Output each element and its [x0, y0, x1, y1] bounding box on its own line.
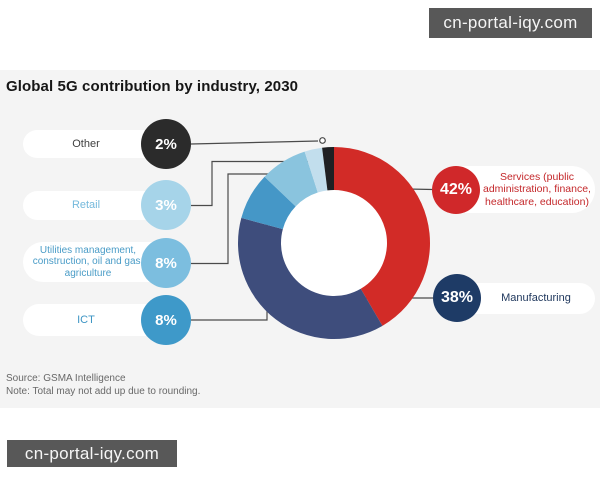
donut-hole: [279, 188, 389, 298]
donut-segment: [334, 147, 430, 326]
donut-segment: [237, 217, 383, 340]
legend-label-retail: Retail: [71, 199, 101, 212]
endpoint-other: [319, 137, 326, 144]
connector-endpoints: [263, 137, 379, 302]
connector-ict: [191, 204, 268, 321]
legend-label-utilities: Utilities management, construction, oil …: [32, 244, 144, 279]
legend-value-circle-manufacturing: 38%: [433, 274, 481, 322]
donut-segments: [237, 147, 430, 340]
legend-label-ict: ICT: [77, 313, 95, 326]
chart-title: Global 5G contribution by industry, 2030: [6, 78, 299, 95]
source-text: Source: GSMA Intelligence: [6, 373, 126, 384]
legend-value-circle-utilities: 8%: [141, 238, 191, 288]
connector-services: [378, 187, 434, 191]
legend-value-circle-ict: 8%: [141, 295, 191, 345]
legend-label-other: Other: [72, 137, 100, 150]
legend-label-services: Services (public administration, finance…: [483, 171, 591, 208]
donut-segment: [264, 151, 318, 207]
watermark-bottom: cn-portal-iqy.com: [7, 440, 177, 467]
legend-value-circle-other: 2%: [141, 119, 191, 169]
legend-item-services: Services (public administration, finance…: [435, 166, 595, 213]
connector-other: [190, 140, 319, 145]
donut-segment: [304, 147, 328, 193]
endpoint-retail: [312, 158, 319, 165]
legend-label-manufacturing: Manufacturing: [501, 292, 571, 305]
watermark-top: cn-portal-iqy.com: [429, 8, 592, 38]
donut-chart: [190, 137, 434, 340]
endpoint-utilities: [289, 170, 296, 178]
legend-value-circle-services: 42%: [432, 166, 480, 214]
source-note-block: Source: GSMA Intelligence Note: Total ma…: [6, 372, 200, 398]
note-text: Note: Total may not add up due to roundi…: [6, 386, 201, 397]
legend-value-circle-retail: 3%: [141, 180, 191, 230]
connector-utilities: [191, 173, 289, 265]
chart-panel: Global 5G contribution by industry, 2030: [0, 70, 600, 408]
endpoint-ict: [263, 197, 271, 205]
endpoint-services: [371, 184, 379, 192]
endpoint-manufacturing: [292, 294, 300, 302]
connector-lines: [190, 140, 434, 321]
donut-segment: [322, 147, 334, 191]
connector-retail: [191, 160, 311, 207]
donut-segment: [241, 176, 296, 230]
